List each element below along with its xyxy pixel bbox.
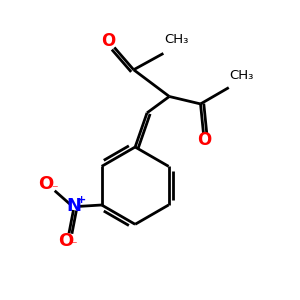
Text: CH₃: CH₃: [230, 69, 254, 82]
Text: O: O: [38, 175, 53, 193]
Text: O: O: [101, 32, 115, 50]
Text: O: O: [197, 131, 211, 149]
Text: +: +: [77, 195, 86, 205]
Text: CH₃: CH₃: [164, 33, 188, 46]
Text: O: O: [58, 232, 73, 250]
Text: ⁻: ⁻: [51, 184, 57, 196]
Text: ⁻: ⁻: [70, 239, 77, 253]
Text: N: N: [66, 197, 81, 215]
